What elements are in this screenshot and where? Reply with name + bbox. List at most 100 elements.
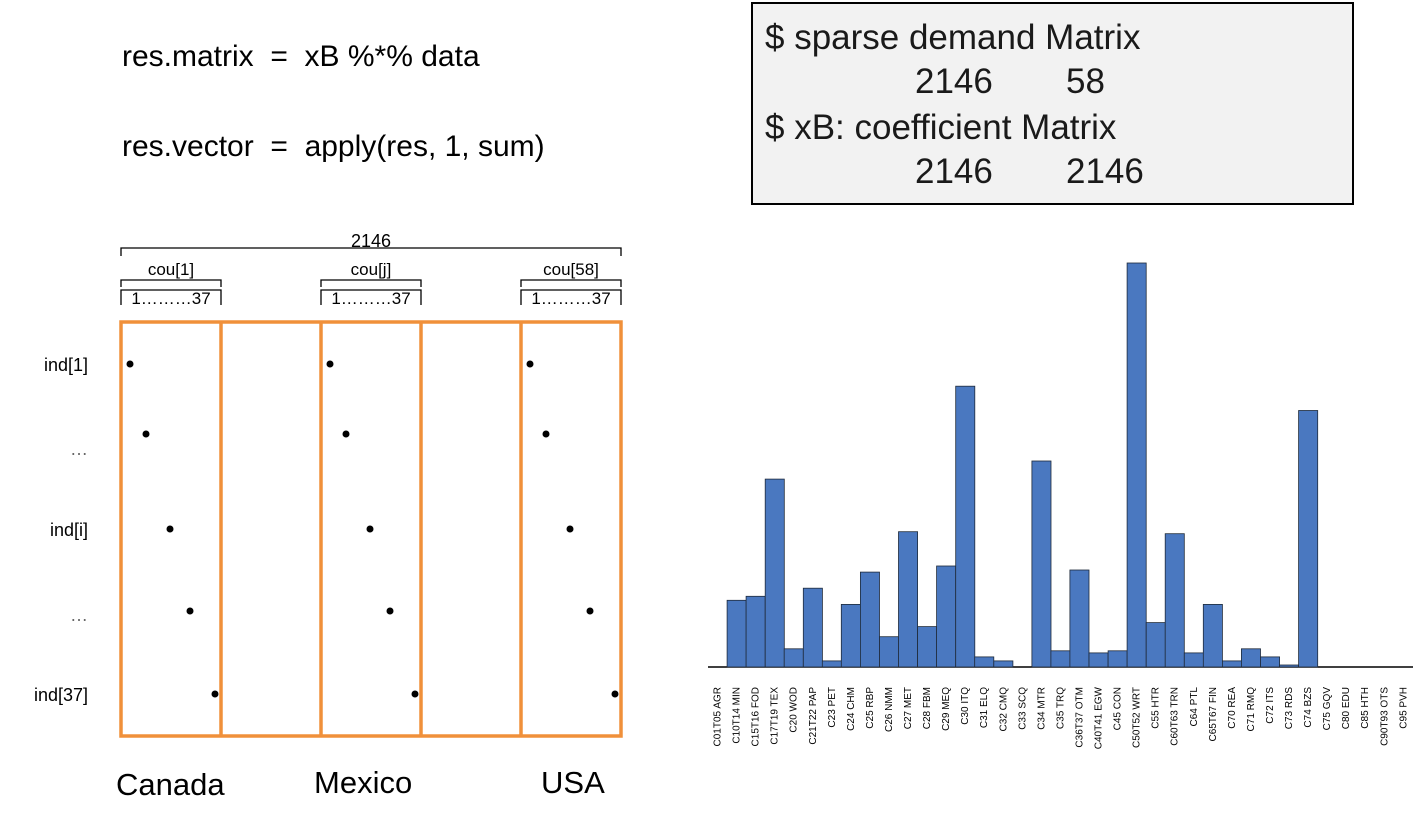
x-tick-label: C50T52 WRT	[1132, 687, 1143, 748]
nonzero-dot	[166, 525, 174, 533]
matrix-dimension-box: $ sparse demand Matrix 2146 58 $ xB: coe…	[751, 2, 1354, 205]
row-label-ellipsis: …	[70, 439, 88, 459]
matrix-frame	[119, 320, 623, 738]
x-tick-label: C26 NMM	[884, 687, 895, 732]
cou-58-range-brace	[520, 289, 622, 305]
bar	[1107, 650, 1128, 668]
x-tick-label: C23 PET	[827, 687, 838, 728]
bar	[821, 660, 842, 668]
x-tick-label: C65T67 FIN	[1208, 687, 1219, 741]
x-tick-label: C25 RBP	[865, 687, 876, 729]
x-tick-label: C71 RMQ	[1246, 687, 1257, 732]
nonzero-dot	[126, 360, 134, 368]
row-label-ind-1: ind[1]	[44, 355, 88, 375]
bar	[898, 531, 919, 668]
cou-58-brace	[520, 279, 622, 287]
bar	[1050, 650, 1071, 668]
bar	[917, 626, 938, 668]
bar	[726, 599, 747, 668]
cou-j-range: 1………37	[331, 289, 410, 308]
total-label: 2146	[351, 231, 391, 251]
sparse-demand-label: $ sparse demand Matrix	[765, 18, 1141, 57]
x-tick-label: C55 HTR	[1151, 687, 1162, 729]
bar	[1260, 656, 1281, 668]
x-tick-label: C34 MTR	[1036, 687, 1047, 730]
x-tick-label: C17T19 TEX	[770, 687, 781, 745]
x-tick-label: C30 ITQ	[960, 687, 971, 725]
formula-res-matrix: res.matrix = xB %*% data	[122, 40, 480, 73]
nonzero-dot	[566, 525, 574, 533]
coefficient-matrix-label: $ xB: coefficient Matrix	[765, 108, 1117, 147]
x-tick-label: C45 CON	[1113, 687, 1124, 730]
coefficient-matrix-rows: 2146	[915, 152, 993, 191]
sparse-demand-rows: 2146	[915, 62, 993, 101]
cou-j-brace	[320, 279, 422, 287]
bar	[993, 660, 1014, 668]
bar	[1222, 660, 1242, 668]
formula-res-vector: res.vector = apply(res, 1, sum)	[122, 130, 545, 163]
country-label-mexico: Mexico	[314, 765, 413, 800]
sparse-demand-cols: 58	[1066, 62, 1105, 101]
x-tick-label: C75 GQV	[1322, 687, 1333, 731]
country-label-usa: USA	[541, 765, 605, 800]
bar	[1241, 648, 1261, 668]
x-tick-label: C40T41 EGW	[1094, 686, 1105, 749]
nonzero-dot	[611, 690, 619, 698]
bar	[1031, 460, 1052, 668]
row-label-ind-i: ind[i]	[50, 520, 88, 540]
bar	[955, 385, 976, 668]
nonzero-dot	[542, 430, 550, 438]
total-brace	[120, 247, 622, 256]
x-tick-label: C28 FBM	[922, 687, 933, 729]
bar	[1145, 622, 1166, 668]
bar	[1126, 262, 1147, 668]
cou-1-range: 1………37	[131, 289, 210, 308]
cou-58-label: cou[58]	[543, 260, 599, 279]
nonzero-dot	[366, 525, 374, 533]
industry-bar-chart: C01T05 AGR C10T14 MIN C15T16 FOD C17T19 TEX…	[708, 262, 1413, 749]
x-tick-label: C70 REA	[1227, 687, 1238, 729]
x-tick-label: C64 PTL	[1189, 687, 1200, 727]
bar	[1202, 603, 1223, 668]
cou-1-brace	[120, 279, 222, 287]
x-tick-label: C15T16 FOD	[751, 687, 762, 746]
x-tick-label: C31 ELQ	[979, 687, 990, 728]
x-tick-label: C74 BZS	[1303, 687, 1314, 728]
x-tick-label: C80 EDU	[1341, 687, 1352, 729]
bar	[802, 587, 823, 668]
nonzero-dot	[186, 607, 194, 615]
x-tick-label: C72 ITS	[1265, 687, 1276, 724]
x-tick-label: C36T37 OTM	[1075, 687, 1086, 748]
cou-j-range-brace	[320, 289, 422, 305]
x-tick-label: C35 TRQ	[1055, 687, 1066, 729]
x-tick-label: C60T63 TRN	[1170, 687, 1181, 746]
x-tick-label: C01T05 AGR	[713, 687, 724, 746]
nonzero-dot	[211, 690, 219, 698]
cou-j-label: cou[j]	[351, 260, 392, 279]
bar	[840, 603, 861, 668]
cou-1-range-brace	[120, 289, 222, 305]
bar	[974, 656, 995, 668]
x-tick-label: C29 MEQ	[941, 687, 952, 731]
x-tick-label: C32 CMQ	[998, 687, 1009, 732]
x-tick-label: C20 WOD	[789, 687, 800, 733]
bar	[879, 636, 900, 668]
bar	[1069, 569, 1090, 668]
x-tick-label: C85 HTH	[1360, 687, 1371, 729]
sparse-matrix-diagram: 2146 cou[1] 1………37 cou[j] 1………37 cou[58]…	[34, 231, 623, 738]
bar	[764, 478, 785, 668]
row-label-ellipsis: …	[70, 605, 88, 625]
cou-1-label: cou[1]	[148, 260, 194, 279]
x-tick-label: C73 RDS	[1284, 687, 1295, 730]
bar	[859, 571, 880, 668]
bar	[783, 648, 804, 668]
nonzero-dot	[586, 607, 594, 615]
x-tick-label: C90T93 OTS	[1379, 687, 1390, 746]
x-tick-label: C21T22 PAP	[808, 687, 819, 745]
bar	[1298, 410, 1319, 668]
bar	[745, 595, 766, 668]
nonzero-dot	[526, 360, 534, 368]
country-label-canada: Canada	[116, 767, 225, 802]
x-tick-label: C24 CHM	[846, 687, 857, 731]
nonzero-dot	[326, 360, 334, 368]
